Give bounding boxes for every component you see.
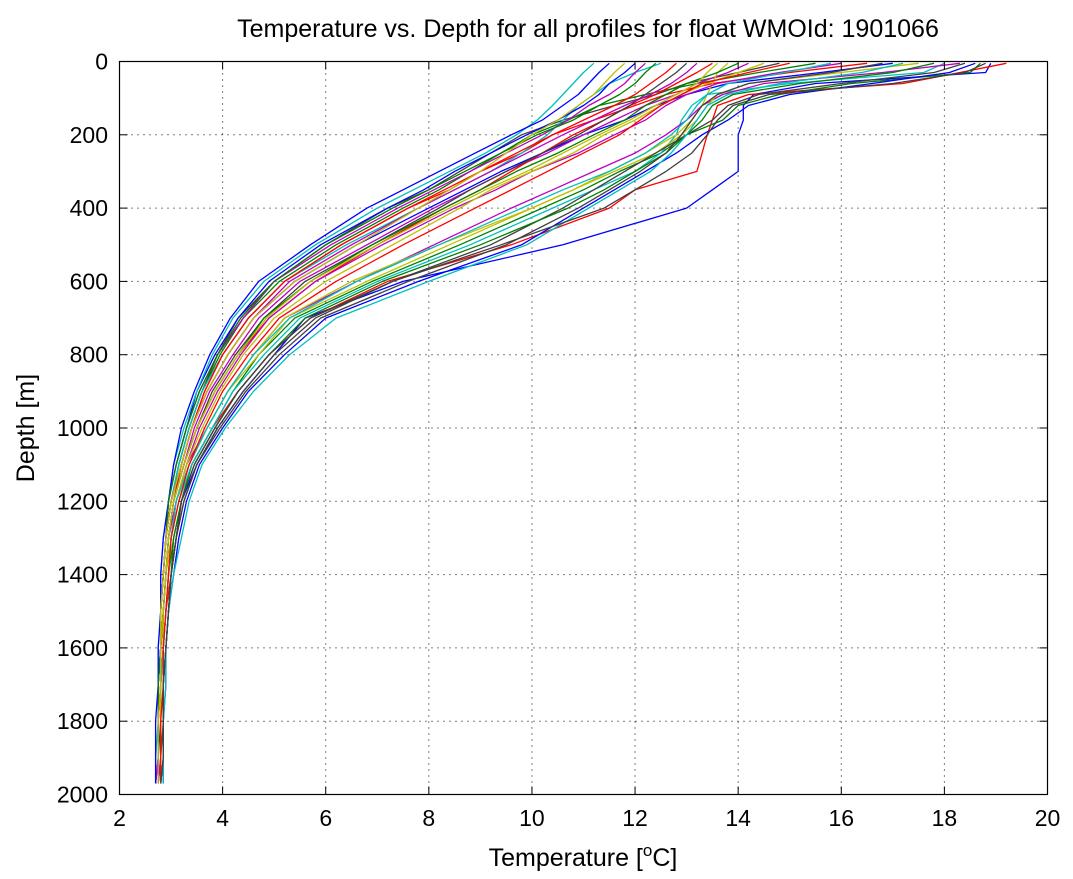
x-tick-label: 16 xyxy=(828,805,854,831)
y-tick-label: 1600 xyxy=(57,635,108,661)
x-tick-label: 6 xyxy=(319,805,332,831)
y-tick-label: 2000 xyxy=(57,782,108,808)
profile-line-35 xyxy=(160,62,986,784)
y-tick-label: 1400 xyxy=(57,562,108,588)
x-axis-label-superscript: o xyxy=(643,841,652,860)
y-tick-label: 400 xyxy=(70,195,108,221)
y-tick-label: 1000 xyxy=(57,415,108,441)
x-tick-label: 4 xyxy=(216,805,229,831)
x-tick-label: 14 xyxy=(725,805,751,831)
y-axis-label: Depth [m] xyxy=(12,374,40,482)
x-tick-label: 20 xyxy=(1035,805,1061,831)
x-tick-labels: 2 4 6 8 10 12 14 16 18 20 xyxy=(113,805,1060,831)
x-axis-label-unit: C] xyxy=(652,844,677,872)
profile-line-30 xyxy=(160,62,790,784)
y-tick-label: 800 xyxy=(70,342,108,368)
y-tick-label: 200 xyxy=(70,122,108,148)
y-tick-label: 600 xyxy=(70,268,108,294)
y-tick-label: 0 xyxy=(95,49,108,75)
y-tick-label: 1200 xyxy=(57,488,108,514)
axis-ticks xyxy=(119,61,1048,795)
x-axis-label: Temperature [oC] xyxy=(489,841,678,872)
chart-title: Temperature vs. Depth for all profiles f… xyxy=(237,15,939,43)
x-tick-label: 12 xyxy=(622,805,648,831)
profile-line-34 xyxy=(157,62,626,784)
profile-line-20 xyxy=(160,62,765,784)
y-tick-label: 1800 xyxy=(57,708,108,734)
profile-line-29 xyxy=(154,62,610,784)
x-tick-label: 8 xyxy=(422,805,435,831)
profile-line-27 xyxy=(160,62,718,784)
x-axis-label-main: Temperature [ xyxy=(489,844,643,872)
x-tick-label: 18 xyxy=(932,805,958,831)
x-tick-label: 10 xyxy=(519,805,545,831)
y-tick-labels: 0 200 400 600 800 1000 1200 1400 1600 1800 2000 xyxy=(57,49,108,808)
x-tick-label: 2 xyxy=(113,805,126,831)
profile-lines xyxy=(154,62,1007,784)
